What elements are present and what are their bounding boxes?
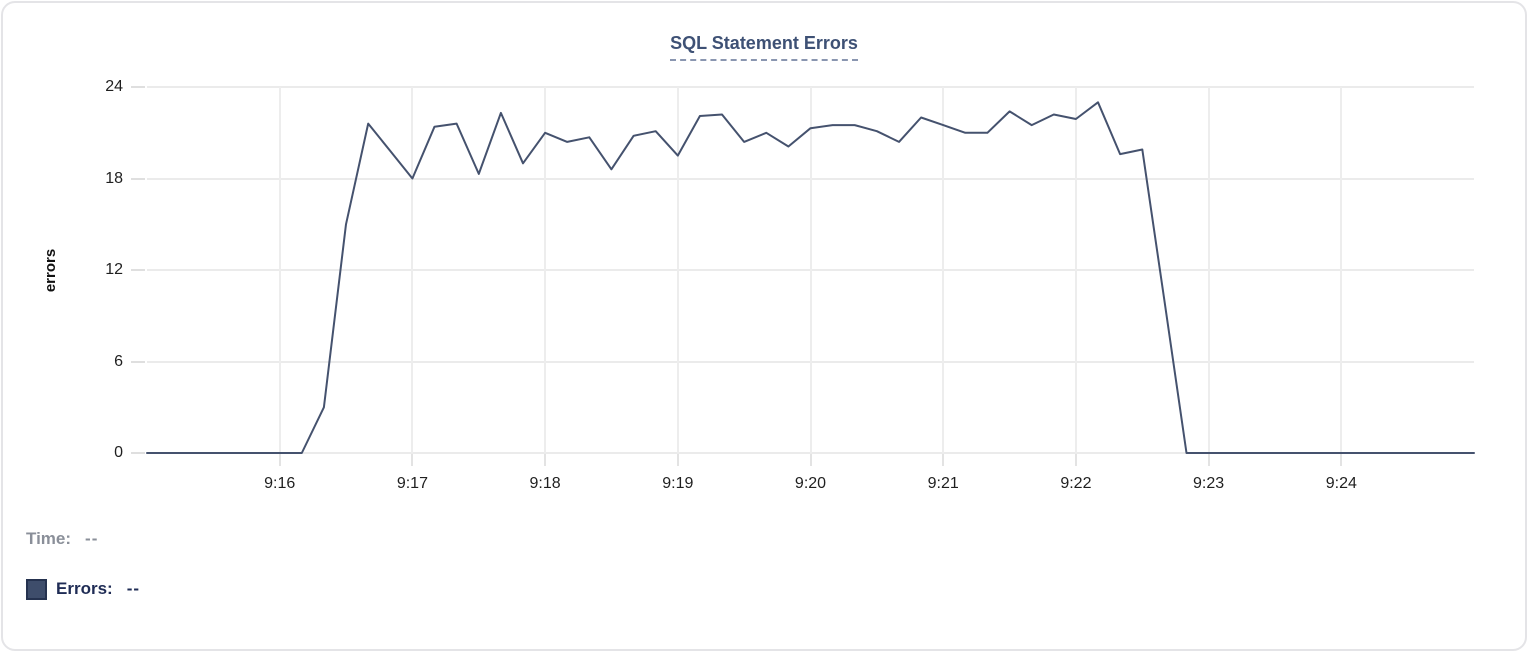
gridline-vertical: [411, 87, 414, 453]
gridline-vertical: [278, 87, 281, 453]
x-axis-tick-label: 9:24: [1325, 475, 1357, 492]
errors-line-series[interactable]: [147, 87, 1474, 453]
errors-line: [147, 102, 1474, 453]
x-axis-tick-label: 9:16: [264, 475, 296, 492]
gridline-horizontal: [147, 452, 1474, 454]
x-axis-tick-label: 9:19: [662, 475, 694, 492]
x-axis-tick-label: 9:22: [1060, 475, 1092, 492]
y-axis-tick-label: 18: [105, 169, 123, 187]
gridline-vertical: [676, 87, 679, 453]
gridline-vertical: [1207, 87, 1210, 453]
y-axis-tick-label: 0: [114, 444, 123, 461]
legend-errors-value: --: [126, 579, 141, 598]
y-axis-tick-label: 24: [105, 78, 123, 95]
chart-title: SQL Statement Errors: [3, 33, 1525, 61]
gridline-vertical: [942, 87, 945, 453]
x-axis-tick-label: 9:18: [529, 475, 561, 492]
y-axis-tick-label: 6: [114, 352, 123, 370]
x-axis-tick-label: 9:23: [1193, 475, 1225, 492]
y-axis-tick-label: 12: [105, 261, 123, 278]
x-axis-tick: [676, 454, 679, 466]
plot-area[interactable]: 24 18 12 6 0 9:16 9:17 9:18 9:19 9:20 9:21 9:22 9:23…: [105, 78, 1474, 492]
gridline-vertical: [1340, 87, 1343, 453]
legend-time-label: Time:: [26, 529, 72, 548]
x-axis-tick-label: 9:17: [396, 475, 428, 492]
x-axis-tick: [942, 454, 945, 466]
legend-time-row: Time: --: [26, 525, 140, 553]
x-axis-tick-label: 9:21: [927, 475, 959, 492]
legend: Time: -- Errors: --: [26, 525, 140, 625]
legend-time-value: --: [85, 529, 99, 548]
legend-errors-row: Errors: --: [26, 575, 140, 603]
y-axis-tick: [131, 452, 145, 454]
x-axis-tick: [809, 454, 812, 466]
gridline-vertical: [809, 87, 812, 453]
legend-errors-label: Errors:: [56, 579, 113, 598]
x-axis-tick: [411, 454, 414, 466]
y-axis-tick: [131, 269, 145, 271]
x-axis-tick: [1207, 454, 1210, 466]
errors-series-swatch: [26, 578, 47, 600]
gridline-vertical: [544, 87, 547, 453]
x-axis-tick: [544, 454, 547, 466]
x-axis-tick: [1340, 454, 1343, 466]
y-axis-tick: [131, 360, 145, 363]
chart-title-link[interactable]: SQL Statement Errors: [670, 33, 858, 61]
y-axis-tick: [131, 86, 145, 88]
gridline-vertical: [1074, 87, 1077, 453]
x-axis-tick-label: 9:20: [794, 475, 827, 492]
x-axis-tick: [1074, 454, 1077, 466]
x-axis-tick: [278, 454, 281, 466]
y-axis-tick: [131, 177, 145, 180]
